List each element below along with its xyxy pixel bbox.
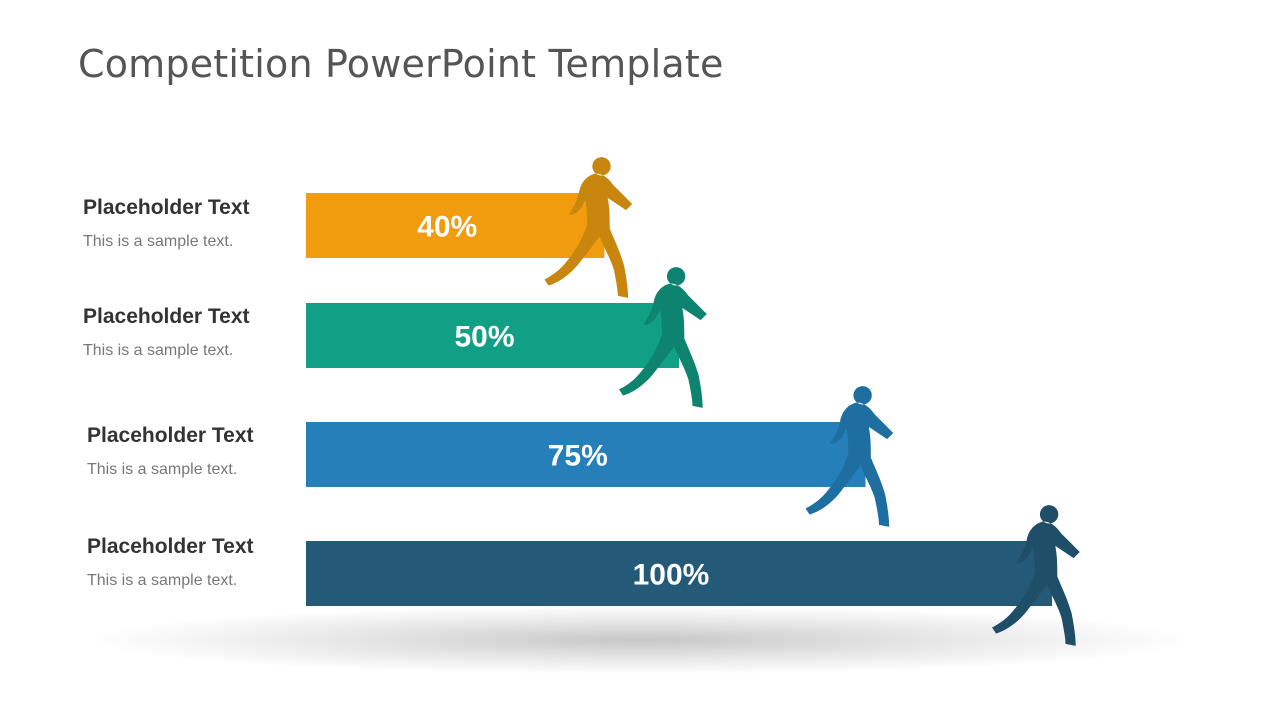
male-runner-icon — [805, 386, 894, 527]
bar-50% — [306, 303, 679, 368]
bar-value-label: 100% — [633, 559, 710, 592]
row-heading: Placeholder Text — [83, 196, 250, 219]
runner-silhouette — [544, 157, 633, 298]
row-label-4: Placeholder Text This is a sample text. — [87, 535, 254, 590]
row-subtext: This is a sample text. — [87, 572, 238, 589]
runner-silhouette — [805, 386, 894, 527]
bar-value-label: 50% — [454, 321, 514, 354]
female-runner-icon — [992, 505, 1080, 646]
row-label-2: Placeholder Text This is a sample text. — [83, 305, 250, 360]
row-label-3: Placeholder Text This is a sample text. — [87, 424, 254, 479]
slide-title: Competition PowerPoint Template — [78, 42, 724, 86]
runner-silhouette — [992, 505, 1080, 646]
row-subtext: This is a sample text. — [87, 461, 238, 478]
bar-value-label: 40% — [417, 211, 477, 244]
bar-40% — [306, 193, 605, 258]
row-heading: Placeholder Text — [87, 535, 254, 558]
row-label-1: Placeholder Text This is a sample text. — [83, 196, 250, 251]
runner-silhouette — [619, 267, 707, 408]
bar-100% — [306, 541, 1052, 606]
row-subtext: This is a sample text. — [83, 233, 234, 250]
female-runner-icon — [544, 157, 633, 298]
male-runner-icon — [619, 267, 707, 408]
row-subtext: This is a sample text. — [83, 342, 234, 359]
row-heading: Placeholder Text — [87, 424, 254, 447]
bar-value-label: 75% — [548, 440, 608, 473]
bar-75% — [306, 422, 866, 487]
row-heading: Placeholder Text — [83, 305, 250, 328]
